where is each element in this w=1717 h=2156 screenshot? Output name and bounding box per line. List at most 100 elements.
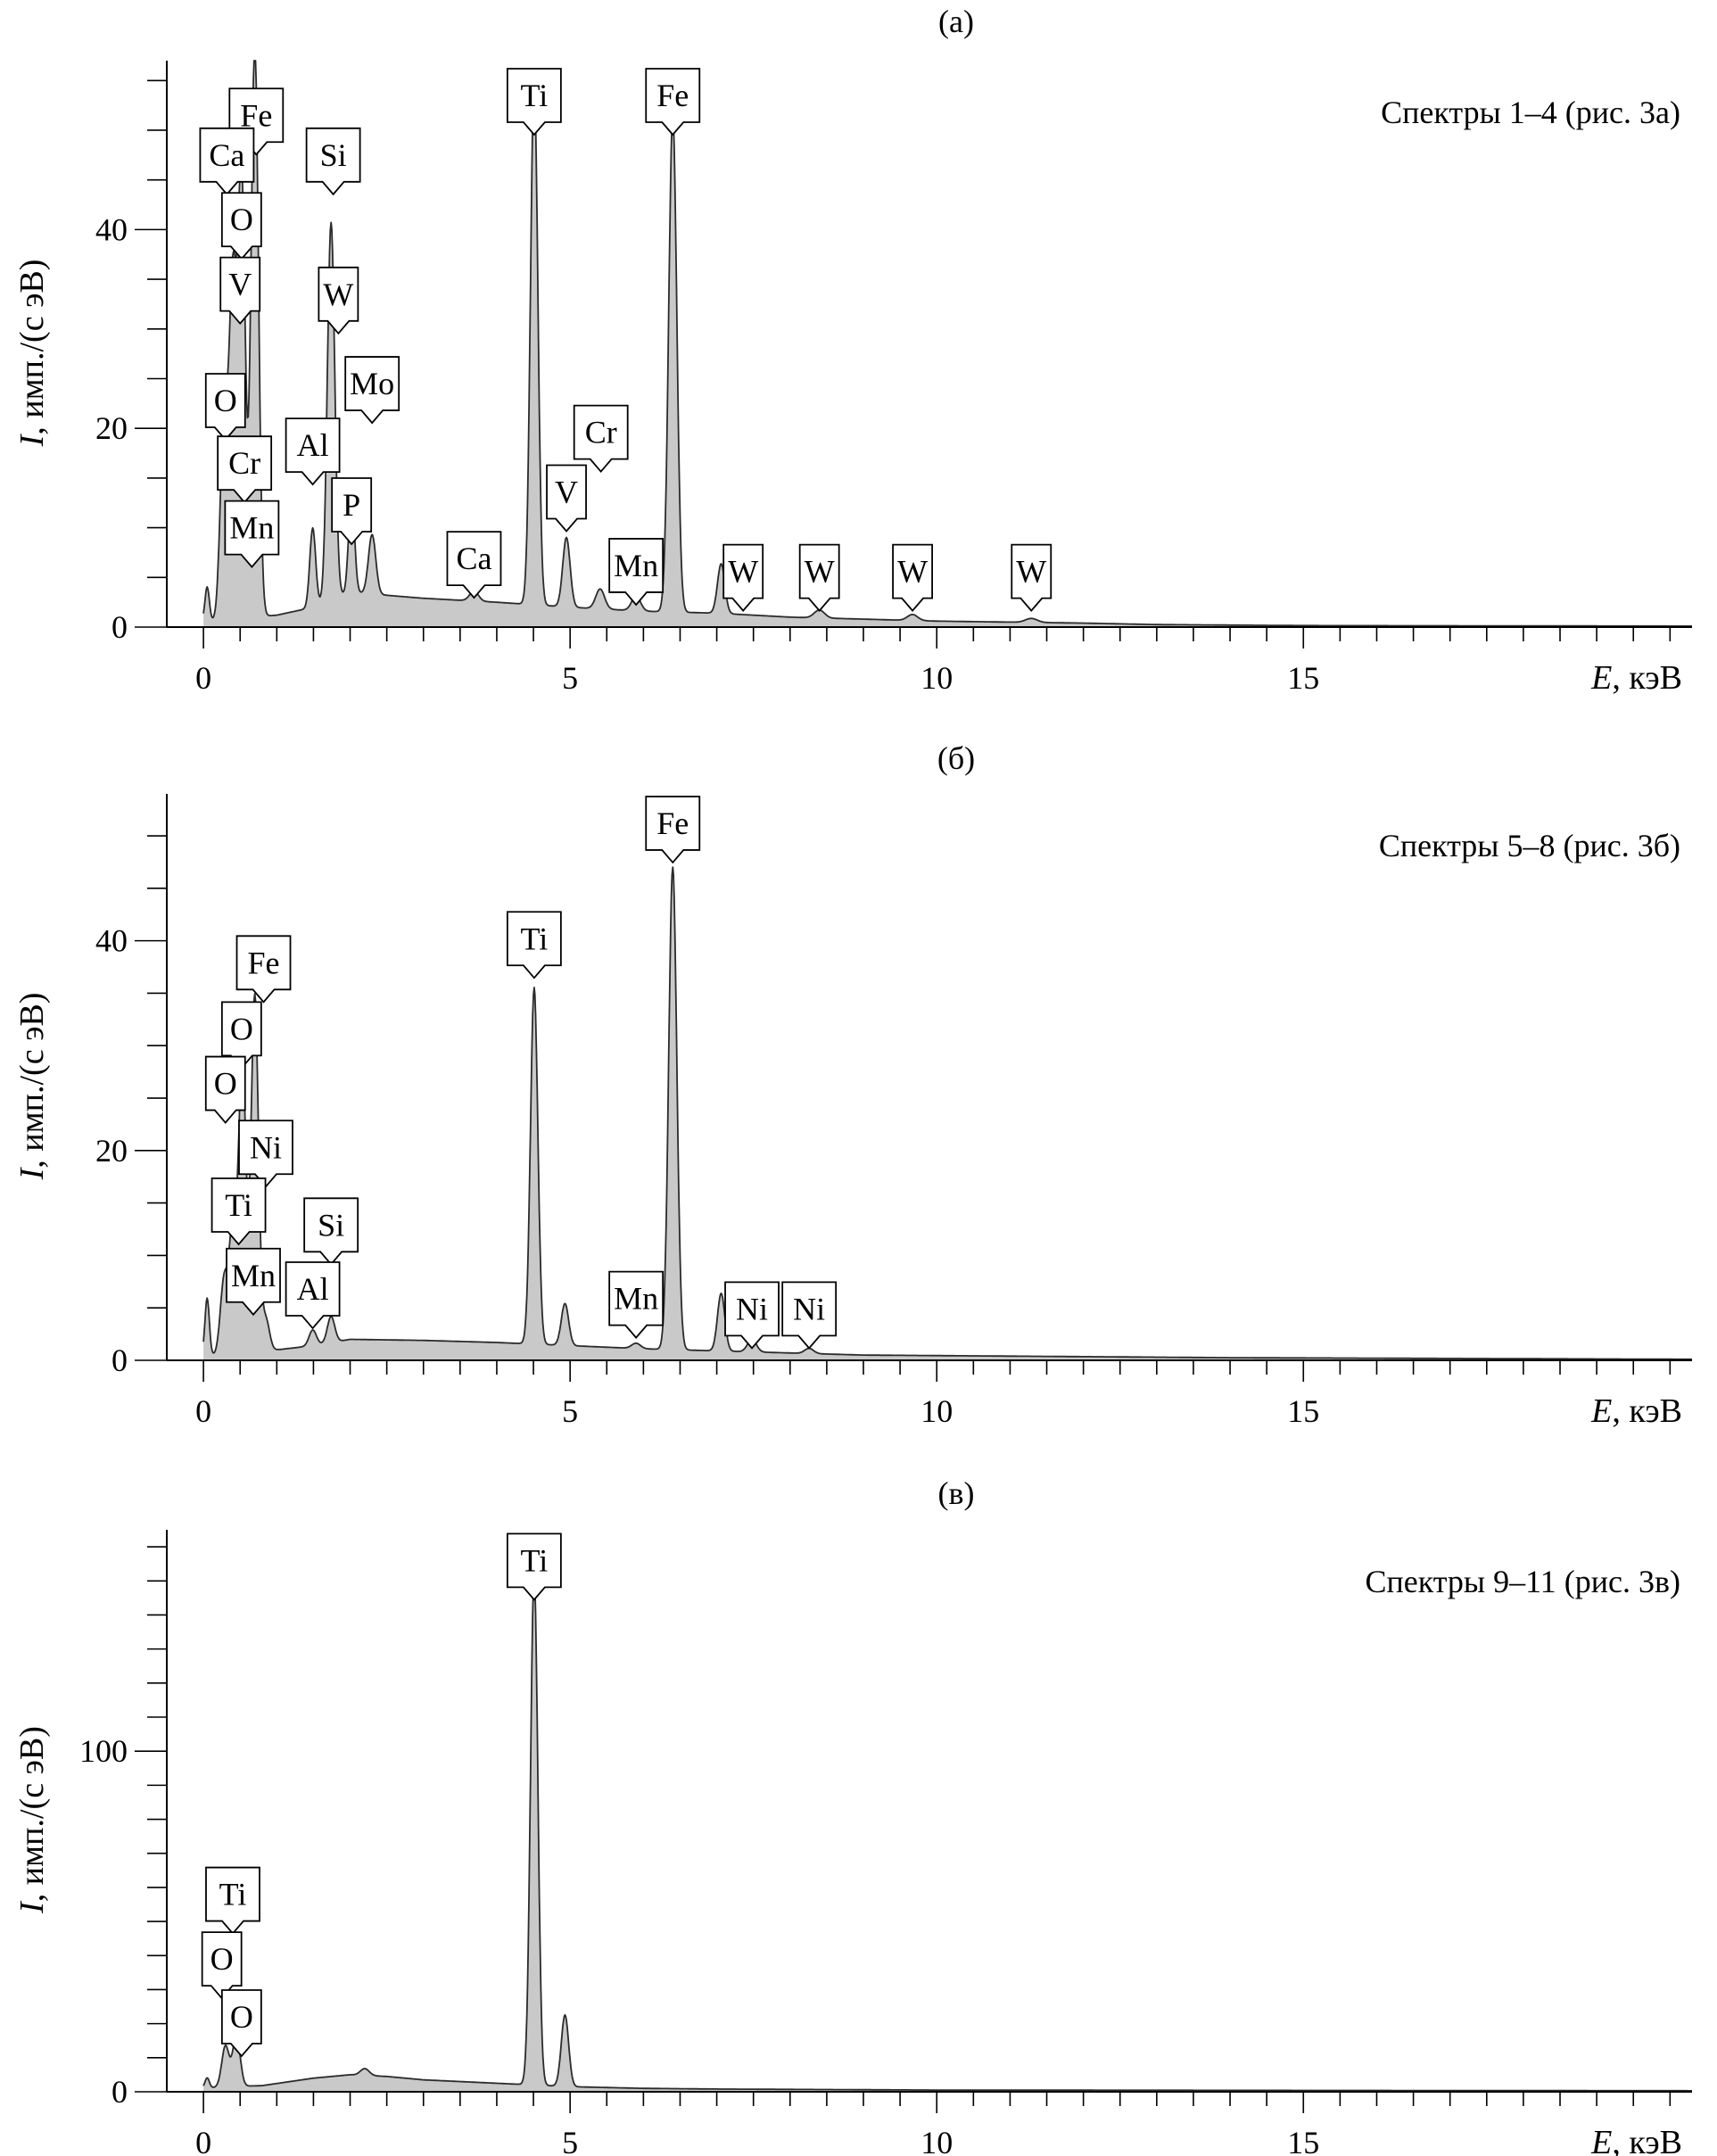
element-label: O bbox=[214, 1066, 237, 1102]
element-callout: Mo bbox=[344, 356, 400, 425]
x-axis-label: E, кэВ bbox=[1590, 659, 1682, 697]
element-label-box bbox=[199, 127, 255, 196]
element-callout: Al bbox=[285, 417, 341, 486]
panel-letter: (в) bbox=[938, 1475, 975, 1511]
element-label: Fe bbox=[240, 97, 272, 133]
element-callout: Ti bbox=[506, 68, 562, 136]
element-label-box bbox=[238, 1119, 293, 1188]
x-axis-label: E, кэВ bbox=[1590, 1392, 1682, 1430]
element-label: Ni bbox=[736, 1291, 768, 1326]
spectrum-panel: (а) 0 5 10 15 0 20 40 I, имп./(с эВ) E, кэВ Спектр… bbox=[13, 4, 1693, 697]
element-label: Mn bbox=[614, 548, 658, 583]
element-label: O bbox=[230, 1011, 253, 1046]
element-label-box bbox=[226, 1247, 281, 1317]
element-label: Al bbox=[297, 427, 329, 463]
element-label: Al bbox=[297, 1271, 329, 1307]
element-label: Mn bbox=[614, 1281, 658, 1317]
element-callout: W bbox=[722, 543, 764, 612]
panel-letter: (б) bbox=[937, 740, 975, 776]
element-label-box bbox=[220, 1989, 262, 2058]
x-tick-label: 0 bbox=[195, 660, 211, 696]
element-callout: V bbox=[219, 256, 261, 326]
element-label-box bbox=[608, 538, 665, 607]
element-label: Fe bbox=[656, 805, 689, 841]
element-label: P bbox=[343, 487, 360, 523]
x-tick-label: 5 bbox=[562, 1393, 578, 1429]
element-label-box bbox=[506, 68, 562, 136]
x-tick-label: 10 bbox=[920, 660, 953, 696]
x-tick-label: 15 bbox=[1287, 660, 1319, 696]
element-label: Ti bbox=[225, 1187, 252, 1223]
element-label: Cr bbox=[228, 445, 260, 481]
x-tick-label: 10 bbox=[920, 2125, 953, 2156]
element-label: V bbox=[555, 474, 578, 509]
element-callout: O bbox=[204, 1055, 246, 1124]
element-label: Mn bbox=[231, 1258, 276, 1293]
element-label-box bbox=[798, 543, 840, 612]
element-callout: Mn bbox=[608, 1270, 665, 1340]
panel-caption: Спектры 1–4 (рис. 3а) bbox=[1381, 95, 1680, 130]
element-callout: O bbox=[220, 1001, 262, 1070]
y-tick-label: 40 bbox=[95, 923, 128, 959]
y-tick-label: 20 bbox=[95, 410, 128, 446]
spectrum-line bbox=[202, 1573, 1693, 2092]
y-axis-label: I, имп./(с эВ) bbox=[13, 260, 51, 448]
x-tick-label: 0 bbox=[195, 1393, 211, 1429]
element-label: Fe bbox=[656, 78, 689, 113]
y-tick-label: 20 bbox=[95, 1133, 128, 1169]
spectrum-fill bbox=[203, 867, 1693, 1360]
element-label-box bbox=[446, 531, 502, 599]
element-callout: W bbox=[1011, 543, 1052, 612]
element-label-box bbox=[210, 1177, 267, 1246]
y-tick-label: 0 bbox=[111, 609, 128, 645]
element-callout: Ni bbox=[238, 1119, 293, 1188]
element-label: Ti bbox=[219, 1877, 247, 1912]
x-tick-label: 0 bbox=[195, 2125, 211, 2156]
element-callout: Cr bbox=[573, 404, 629, 474]
element-label-box bbox=[285, 1261, 341, 1330]
element-label: Ni bbox=[793, 1291, 825, 1326]
element-label: W bbox=[897, 554, 928, 590]
element-label: Cr bbox=[585, 415, 617, 450]
spectrum-fill bbox=[203, 61, 1693, 627]
spectrum-panel: (б) 0 5 10 15 0 20 40 I, имп./(с эВ) E, кэВ Спектр… bbox=[13, 740, 1693, 1430]
panel-letter: (а) bbox=[938, 4, 974, 39]
element-label: W bbox=[1016, 554, 1046, 590]
element-callout: Fe bbox=[645, 796, 701, 864]
x-tick-label: 5 bbox=[562, 660, 578, 696]
element-label-box bbox=[344, 356, 400, 425]
element-label-box bbox=[285, 417, 341, 486]
element-label-box bbox=[724, 1281, 780, 1350]
element-callout: Ti bbox=[210, 1177, 267, 1246]
x-axis-label: E, кэВ bbox=[1590, 2124, 1682, 2156]
element-label-box bbox=[546, 464, 587, 533]
element-callout: Mn bbox=[224, 500, 280, 568]
y-tick-label: 0 bbox=[111, 2074, 128, 2110]
element-callout: Ca bbox=[446, 531, 502, 599]
element-callout: Cr bbox=[217, 435, 273, 504]
element-label: W bbox=[323, 277, 353, 312]
element-callout: O bbox=[201, 1931, 243, 2000]
element-label: Ti bbox=[521, 921, 549, 956]
element-label: W bbox=[805, 554, 835, 590]
element-label: Si bbox=[318, 1207, 344, 1243]
element-label-box bbox=[645, 796, 701, 864]
element-callout: Mn bbox=[226, 1247, 281, 1317]
element-label-box bbox=[205, 1866, 260, 1935]
element-label-box bbox=[318, 266, 359, 335]
element-callout: Ni bbox=[781, 1281, 838, 1350]
y-tick-label: 40 bbox=[95, 211, 128, 247]
element-callout: W bbox=[318, 266, 359, 335]
element-label: V bbox=[228, 267, 252, 302]
spectrum-fill bbox=[203, 1574, 1693, 2092]
element-label: Mn bbox=[229, 510, 274, 546]
element-label-box bbox=[219, 256, 261, 326]
element-label: Fe bbox=[248, 945, 280, 980]
element-callout: O bbox=[220, 192, 262, 260]
y-tick-label: 0 bbox=[111, 1342, 128, 1378]
element-callout: Fe bbox=[645, 68, 701, 136]
element-callout: O bbox=[204, 373, 246, 442]
element-callout: Ti bbox=[506, 1532, 562, 1601]
spectrum-panel: (в) 0 5 10 15 0 100 I, имп./(с эВ) E, кэВ Спектры… bbox=[13, 1475, 1693, 2156]
